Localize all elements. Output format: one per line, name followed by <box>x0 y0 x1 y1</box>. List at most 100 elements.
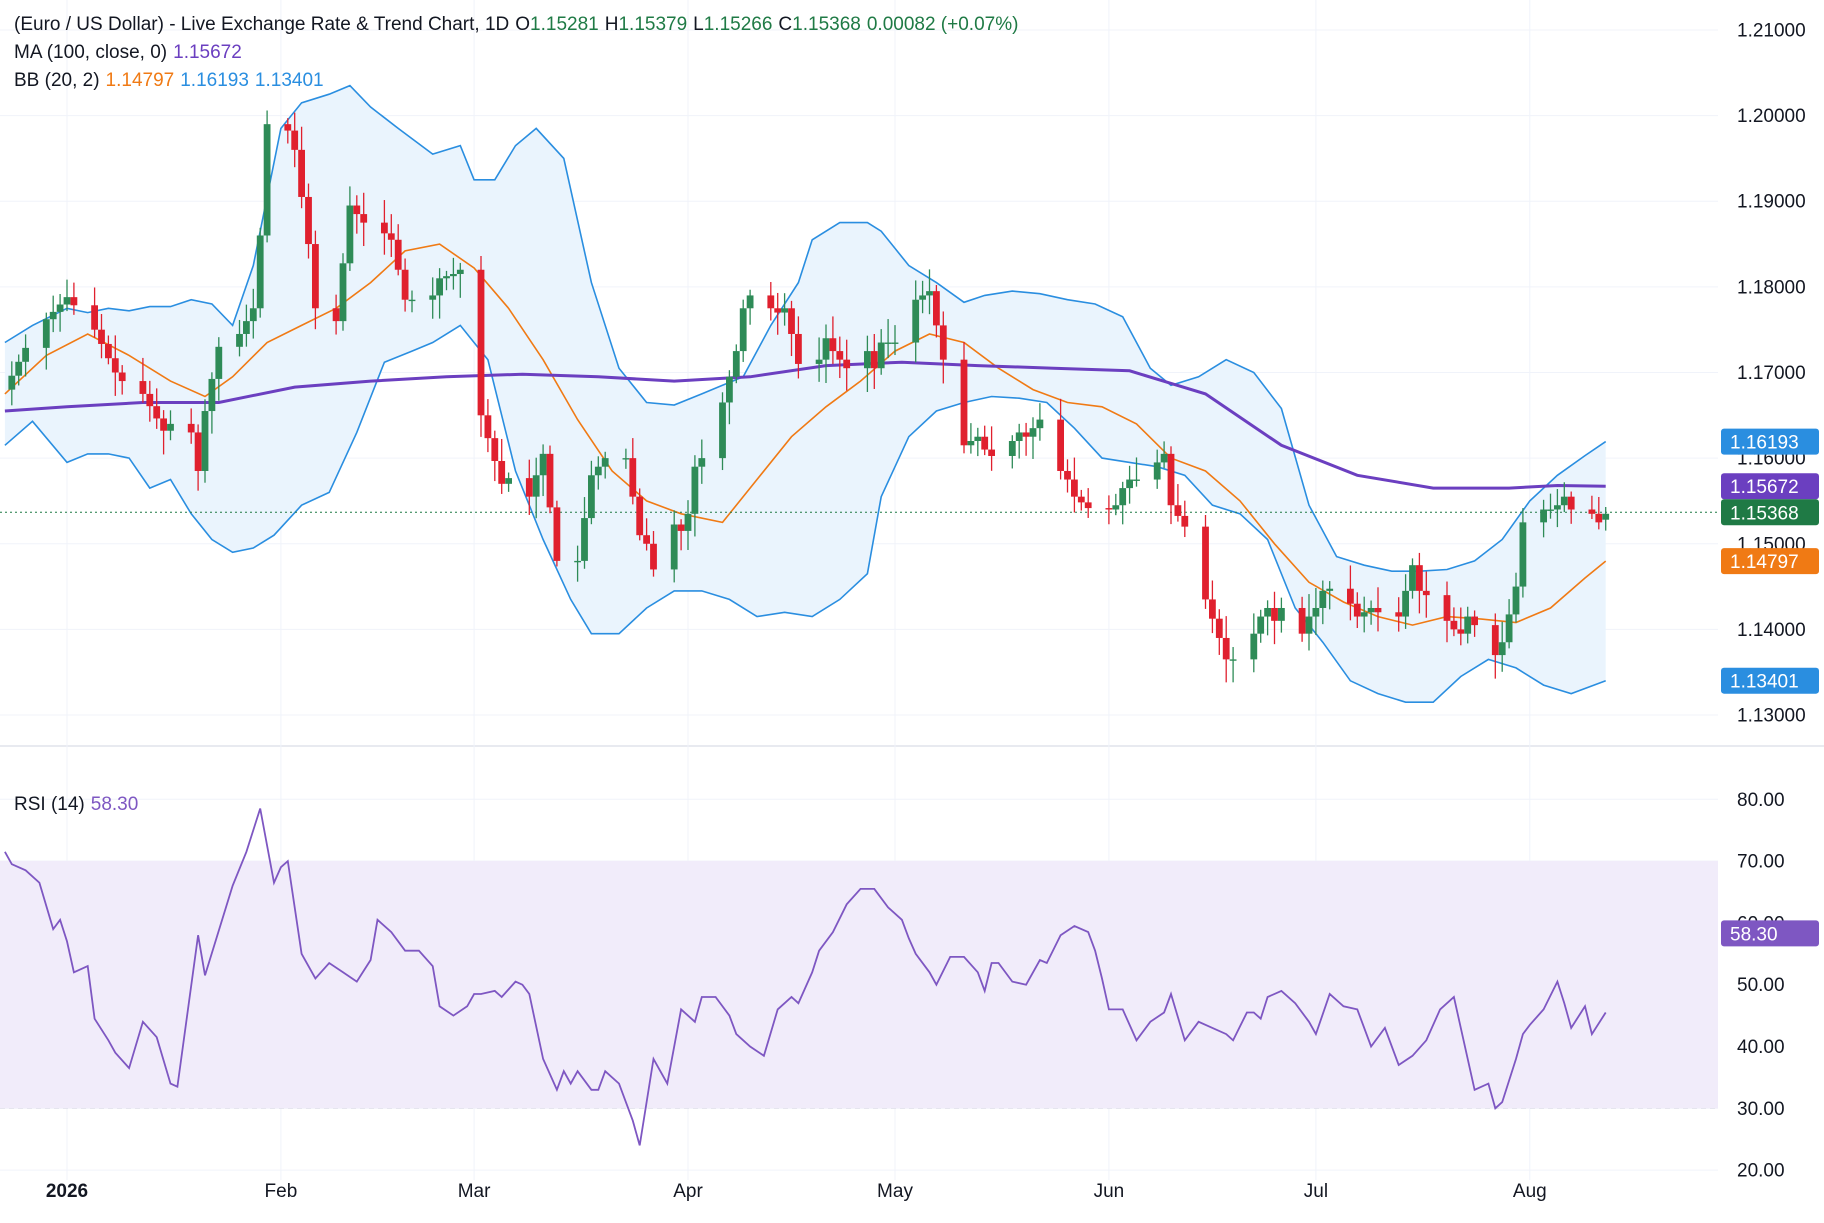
candle-body[interactable] <box>1209 599 1216 619</box>
candle-body[interactable] <box>8 375 16 390</box>
ma-legend[interactable]: MA (100, close, 0) 1.15672 <box>14 42 248 64</box>
candle-body[interactable] <box>732 351 740 377</box>
candle-body[interactable] <box>91 305 98 330</box>
candle-body[interactable] <box>691 466 699 514</box>
candle-body[interactable] <box>1181 515 1189 527</box>
candle-body[interactable] <box>974 436 982 442</box>
candle-body[interactable] <box>1015 432 1023 442</box>
candle-body[interactable] <box>684 513 692 531</box>
candle-body[interactable] <box>877 342 885 369</box>
candle-body[interactable] <box>167 423 174 431</box>
candle-body[interactable] <box>601 458 609 467</box>
candle-body[interactable] <box>1126 479 1133 489</box>
candle-body[interactable] <box>1105 508 1113 510</box>
candle-body[interactable] <box>139 381 147 394</box>
candle-body[interactable] <box>477 269 485 416</box>
candle-body[interactable] <box>98 329 105 344</box>
candle-body[interactable] <box>870 351 878 369</box>
candle-body[interactable] <box>381 222 388 234</box>
candle-body[interactable] <box>1202 526 1209 600</box>
candle-body[interactable] <box>15 361 23 376</box>
candle-body[interactable] <box>498 460 506 484</box>
candle-body[interactable] <box>153 406 161 419</box>
candle-body[interactable] <box>843 359 851 369</box>
candle-body[interactable] <box>1464 616 1472 634</box>
candle-body[interactable] <box>574 560 581 563</box>
candle-body[interactable] <box>284 124 292 131</box>
candle-body[interactable] <box>650 543 657 570</box>
candle-body[interactable] <box>1271 607 1278 621</box>
candle-body[interactable] <box>1008 441 1016 456</box>
candle-body[interactable] <box>1174 505 1182 516</box>
candle-body[interactable] <box>146 393 154 407</box>
candle-body[interactable] <box>1505 614 1513 643</box>
candle-body[interactable] <box>1029 428 1037 437</box>
candle-body[interactable] <box>291 130 299 150</box>
candle-body[interactable] <box>939 325 947 360</box>
candle-body[interactable] <box>1519 522 1527 587</box>
candle-body[interactable] <box>726 376 733 403</box>
candle-body[interactable] <box>1395 612 1403 617</box>
candle-body[interactable] <box>111 358 119 373</box>
candle-body[interactable] <box>63 297 71 305</box>
candle-body[interactable] <box>339 263 347 322</box>
candle-body[interactable] <box>546 453 554 508</box>
candle-body[interactable] <box>1498 642 1506 656</box>
candle-body[interactable] <box>450 274 457 277</box>
candle-body[interactable] <box>581 518 588 561</box>
candle-body[interactable] <box>891 342 899 344</box>
candle-body[interactable] <box>774 308 782 313</box>
candle-body[interactable] <box>1077 496 1085 503</box>
candle-body[interactable] <box>1257 616 1265 634</box>
candle-body[interactable] <box>629 458 637 497</box>
candle-body[interactable] <box>1022 432 1030 437</box>
rsi-legend[interactable]: RSI (14) 58.30 <box>14 794 144 816</box>
candle-body[interactable] <box>187 423 195 433</box>
candle-body[interactable] <box>236 333 243 347</box>
candle-body[interactable] <box>312 244 319 309</box>
candle-body[interactable] <box>1298 607 1306 634</box>
candle-body[interactable] <box>622 458 630 460</box>
candle-body[interactable] <box>1360 612 1368 617</box>
candle-body[interactable] <box>1153 462 1161 480</box>
candle-body[interactable] <box>636 496 644 536</box>
candle-body[interactable] <box>1326 588 1334 591</box>
candle-body[interactable] <box>298 149 305 197</box>
candle-body[interactable] <box>677 524 685 531</box>
candle-body[interactable] <box>1595 513 1603 523</box>
candle-body[interactable] <box>767 295 775 309</box>
candle-body[interactable] <box>1319 590 1327 608</box>
candle-body[interactable] <box>1560 496 1568 506</box>
candle-body[interactable] <box>1567 496 1575 510</box>
candle-body[interactable] <box>933 291 940 326</box>
candle-body[interactable] <box>1367 607 1375 613</box>
candle-body[interactable] <box>429 295 437 300</box>
candle-body[interactable] <box>919 295 926 300</box>
candle-body[interactable] <box>670 524 678 570</box>
candle-body[interactable] <box>815 359 823 364</box>
candle-body[interactable] <box>443 276 450 279</box>
candle-body[interactable] <box>22 347 29 362</box>
candle-body[interactable] <box>1588 509 1596 514</box>
candle-body[interactable] <box>484 415 492 439</box>
candle-body[interactable] <box>884 342 892 344</box>
candle-body[interactable] <box>394 239 402 270</box>
candle-body[interactable] <box>643 535 650 544</box>
candle-body[interactable] <box>788 308 795 334</box>
candle-body[interactable] <box>539 453 547 476</box>
candle-body[interactable] <box>491 438 499 461</box>
candle-body[interactable] <box>988 449 995 456</box>
candle-body[interactable] <box>739 308 747 352</box>
candle-body[interactable] <box>456 269 464 275</box>
candle-body[interactable] <box>408 299 416 302</box>
candle-body[interactable] <box>387 233 395 240</box>
candle-body[interactable] <box>1264 607 1271 617</box>
candle-body[interactable] <box>594 466 602 476</box>
candle-body[interactable] <box>1064 470 1071 480</box>
candle-body[interactable] <box>346 205 354 264</box>
candle-body[interactable] <box>960 359 968 446</box>
candle-body[interactable] <box>1512 586 1520 615</box>
candle-body[interactable] <box>912 299 920 343</box>
candle-body[interactable] <box>553 507 561 561</box>
candle-body[interactable] <box>864 351 871 369</box>
